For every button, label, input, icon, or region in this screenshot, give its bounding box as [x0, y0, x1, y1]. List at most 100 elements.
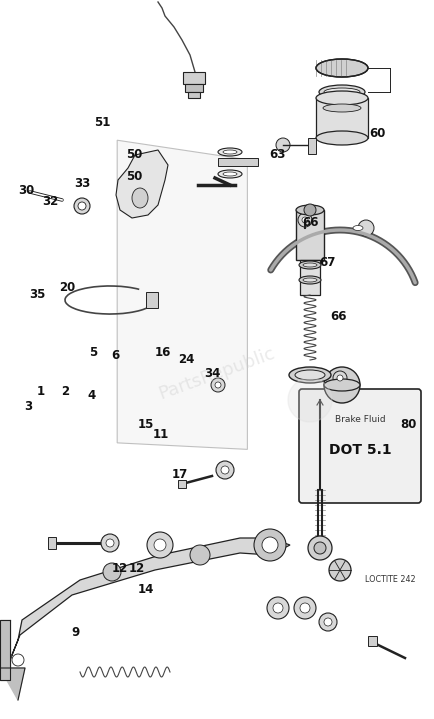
Circle shape [101, 534, 119, 552]
Circle shape [267, 597, 289, 619]
Circle shape [103, 563, 121, 581]
Text: LOCTITE 242: LOCTITE 242 [365, 575, 416, 585]
Polygon shape [0, 668, 25, 700]
Ellipse shape [299, 276, 321, 284]
Ellipse shape [132, 188, 148, 208]
Text: 24: 24 [178, 353, 195, 366]
Text: 50: 50 [126, 148, 143, 161]
Text: 12: 12 [111, 562, 128, 574]
Text: 12: 12 [128, 562, 145, 574]
Text: 66: 66 [302, 216, 319, 229]
Circle shape [106, 539, 114, 547]
Circle shape [221, 466, 229, 474]
Circle shape [190, 545, 210, 565]
Bar [185, 84, 203, 92]
Ellipse shape [316, 131, 368, 145]
Text: 17: 17 [172, 468, 188, 481]
Text: 6: 6 [111, 349, 119, 362]
FancyBboxPatch shape [299, 389, 421, 503]
Text: 34: 34 [204, 367, 221, 380]
Ellipse shape [218, 148, 242, 156]
Text: DOT 5.1: DOT 5.1 [329, 443, 391, 457]
Bar [48, 537, 56, 549]
Ellipse shape [299, 261, 321, 269]
Ellipse shape [303, 278, 317, 282]
Ellipse shape [218, 170, 242, 178]
Ellipse shape [289, 367, 331, 383]
Circle shape [337, 375, 343, 381]
Circle shape [215, 382, 221, 388]
Ellipse shape [319, 85, 365, 99]
Circle shape [12, 654, 24, 666]
Circle shape [308, 536, 332, 560]
Circle shape [262, 537, 278, 553]
Polygon shape [0, 620, 10, 680]
Circle shape [324, 367, 360, 403]
Text: 16: 16 [155, 346, 171, 359]
Ellipse shape [316, 59, 368, 77]
Circle shape [276, 138, 290, 152]
Bar [188, 92, 200, 98]
Text: 66: 66 [330, 310, 347, 323]
Ellipse shape [296, 205, 324, 215]
Bar [218, 158, 258, 166]
Text: 51: 51 [94, 116, 110, 129]
Ellipse shape [223, 172, 237, 176]
Ellipse shape [316, 91, 368, 105]
Circle shape [304, 204, 316, 216]
Circle shape [211, 378, 225, 392]
Text: 5: 5 [89, 346, 98, 359]
Bar [308, 138, 316, 154]
Bar [296, 210, 324, 260]
Circle shape [78, 202, 86, 210]
Circle shape [329, 559, 351, 581]
Text: 9: 9 [72, 626, 80, 639]
Circle shape [294, 597, 316, 619]
Polygon shape [116, 150, 168, 218]
Circle shape [333, 371, 347, 385]
Ellipse shape [323, 104, 361, 112]
Text: 67: 67 [319, 256, 336, 269]
Text: 3: 3 [24, 400, 32, 413]
Ellipse shape [324, 379, 360, 391]
Polygon shape [10, 538, 290, 660]
Text: 2: 2 [61, 385, 69, 398]
Ellipse shape [353, 226, 363, 231]
Text: Brake Fluid: Brake Fluid [335, 416, 385, 424]
Circle shape [358, 220, 374, 236]
Circle shape [154, 539, 166, 551]
Text: 32: 32 [42, 195, 58, 208]
Text: 60: 60 [369, 127, 386, 139]
Text: 1: 1 [37, 385, 45, 398]
Text: PartsRepublic: PartsRepublic [156, 344, 278, 403]
Text: 80: 80 [400, 418, 416, 431]
Ellipse shape [295, 370, 325, 380]
Circle shape [273, 603, 283, 613]
Polygon shape [117, 140, 247, 449]
Text: 50: 50 [126, 170, 143, 183]
Circle shape [302, 217, 308, 223]
Text: 11: 11 [152, 429, 169, 441]
Circle shape [298, 213, 312, 227]
Text: 20: 20 [59, 281, 76, 294]
Circle shape [216, 461, 234, 479]
Bar [316, 98, 368, 138]
Text: 15: 15 [137, 418, 154, 431]
Text: 30: 30 [18, 184, 34, 197]
Bar [368, 636, 377, 646]
Text: 4: 4 [87, 389, 95, 402]
Polygon shape [288, 378, 332, 422]
Text: 33: 33 [74, 177, 91, 190]
Circle shape [74, 198, 90, 214]
Text: 14: 14 [137, 583, 154, 596]
Circle shape [300, 603, 310, 613]
Ellipse shape [324, 88, 360, 96]
Bar [146, 292, 158, 308]
Circle shape [314, 542, 326, 554]
Text: 63: 63 [270, 148, 286, 161]
Bar [300, 260, 320, 295]
Bar [178, 480, 186, 488]
Circle shape [319, 613, 337, 631]
Ellipse shape [223, 150, 237, 154]
Ellipse shape [303, 263, 317, 267]
